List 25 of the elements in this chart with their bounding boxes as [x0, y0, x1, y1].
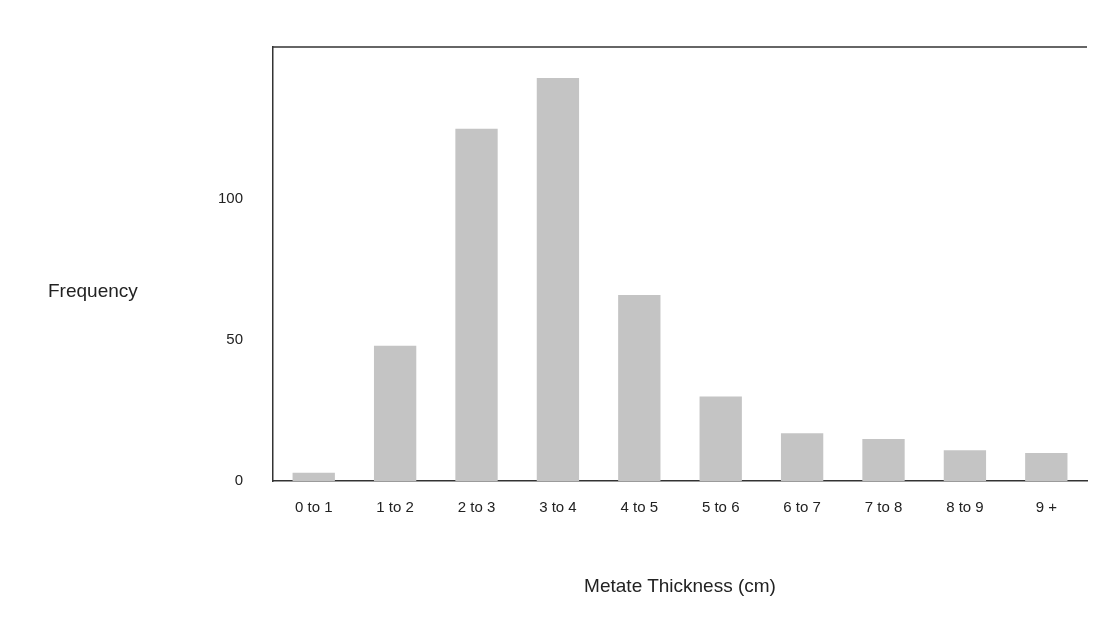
x-tick-label: 3 to 4 — [539, 498, 577, 516]
x-tick-label: 6 to 7 — [783, 498, 821, 516]
bar — [618, 295, 661, 482]
bar — [699, 396, 742, 482]
x-tick-label: 8 to 9 — [946, 498, 984, 516]
x-tick-label: 4 to 5 — [620, 498, 659, 516]
x-tick-label: 0 to 1 — [294, 498, 333, 516]
y-tick-label: 50 — [226, 330, 244, 348]
bar — [780, 433, 824, 482]
bar — [292, 472, 335, 482]
x-tick-label: 1 to 2 — [376, 498, 414, 516]
x-axis-title: Metate Thickness (cm) — [584, 574, 776, 596]
y-tick-label: 100 — [218, 189, 244, 207]
x-tick-label: 2 to 3 — [457, 498, 496, 516]
y-tick-label: 0 — [234, 471, 244, 489]
bar — [373, 345, 417, 482]
bar — [1025, 453, 1068, 482]
x-tick-label: 5 to 6 — [701, 498, 740, 516]
y-axis-title: Frequency — [48, 280, 138, 302]
x-tick-label: 9 + — [1035, 498, 1058, 516]
bar — [862, 438, 905, 482]
bar — [536, 78, 580, 482]
bar — [943, 450, 987, 482]
x-tick-label: 7 to 8 — [864, 498, 903, 516]
bar — [455, 128, 498, 482]
